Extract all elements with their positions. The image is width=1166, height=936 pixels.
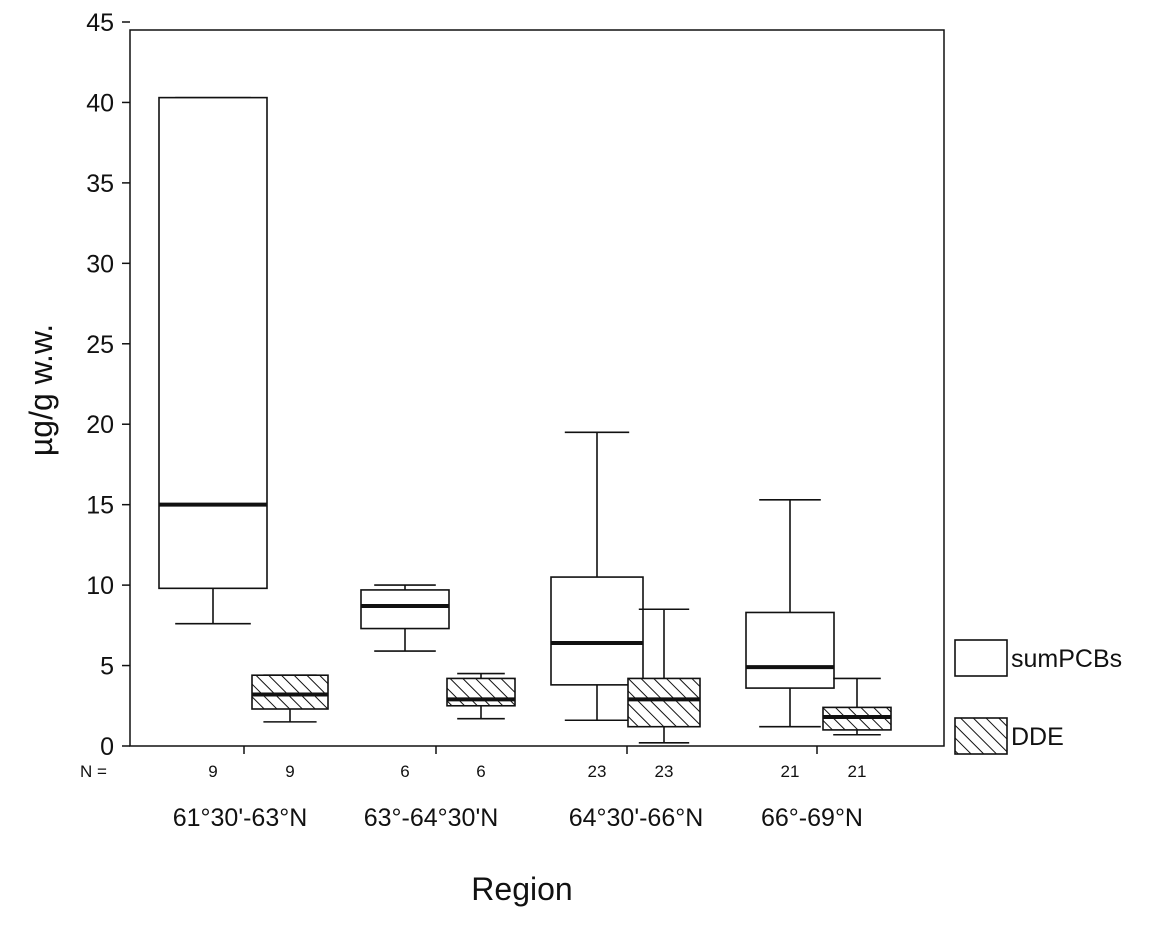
y-tick-label: 25 (86, 331, 114, 359)
box-sumpcbs-4 (745, 499, 835, 728)
y-tick-label: 10 (86, 572, 114, 600)
y-tick-label: 5 (100, 653, 114, 681)
y-tick-label: 35 (86, 170, 114, 198)
box-iqr (446, 677, 516, 707)
box-dde-3 (627, 608, 701, 744)
n-count-label: 9 (208, 762, 217, 781)
n-count-label: 6 (400, 762, 409, 781)
legend-label-dde: DDE (1011, 723, 1064, 751)
n-count-label: 23 (655, 762, 674, 781)
box-dde-4 (822, 677, 892, 736)
box-sumpcbs-1 (158, 96, 268, 625)
legend-swatch-dde (954, 717, 1008, 755)
y-tick-label: 45 (86, 9, 114, 37)
box-iqr (158, 96, 268, 590)
box-dde-2 (446, 672, 516, 720)
y-axis: 0 5 10 15 20 25 30 35 40 45 (86, 9, 130, 761)
box-iqr (251, 674, 329, 710)
box-iqr (360, 589, 450, 630)
box-sumpcbs-3 (550, 431, 644, 722)
box-iqr (627, 677, 701, 728)
y-tick-label: 40 (86, 89, 114, 117)
x-axis-title: Region (471, 871, 572, 907)
y-axis-title: µg/g w.w. (23, 324, 59, 456)
category-label: 61°30'-63°N (173, 804, 308, 832)
n-count-label: 9 (285, 762, 294, 781)
y-tick-label: 15 (86, 492, 114, 520)
n-count-label: 6 (476, 762, 485, 781)
n-prefix-label: N = (80, 762, 107, 781)
category-label: 64°30'-66°N (569, 804, 704, 832)
plot-frame (129, 29, 945, 747)
n-count-label: 21 (781, 762, 800, 781)
y-tick-label: 20 (86, 411, 114, 439)
box-groups (158, 96, 892, 744)
n-count-label: 23 (588, 762, 607, 781)
box-dde-1 (251, 674, 329, 723)
category-label: 63°-64°30'N (364, 804, 499, 832)
legend: sumPCBs DDE (954, 639, 1122, 755)
y-tick-label: 30 (86, 250, 114, 278)
category-label: 66°-69°N (761, 804, 863, 832)
box-iqr (745, 611, 835, 689)
box-sumpcbs-2 (360, 584, 450, 652)
n-count-label: 21 (848, 762, 867, 781)
y-tick-label: 0 (100, 733, 114, 761)
legend-label-sumpcbs: sumPCBs (1011, 645, 1122, 673)
box-iqr (550, 576, 644, 686)
x-axis: 9 9 61°30'-63°N 6 6 63°-64°30'N 23 23 64°30'-66°… (173, 746, 867, 832)
legend-swatch-sumpcbs (954, 639, 1008, 677)
